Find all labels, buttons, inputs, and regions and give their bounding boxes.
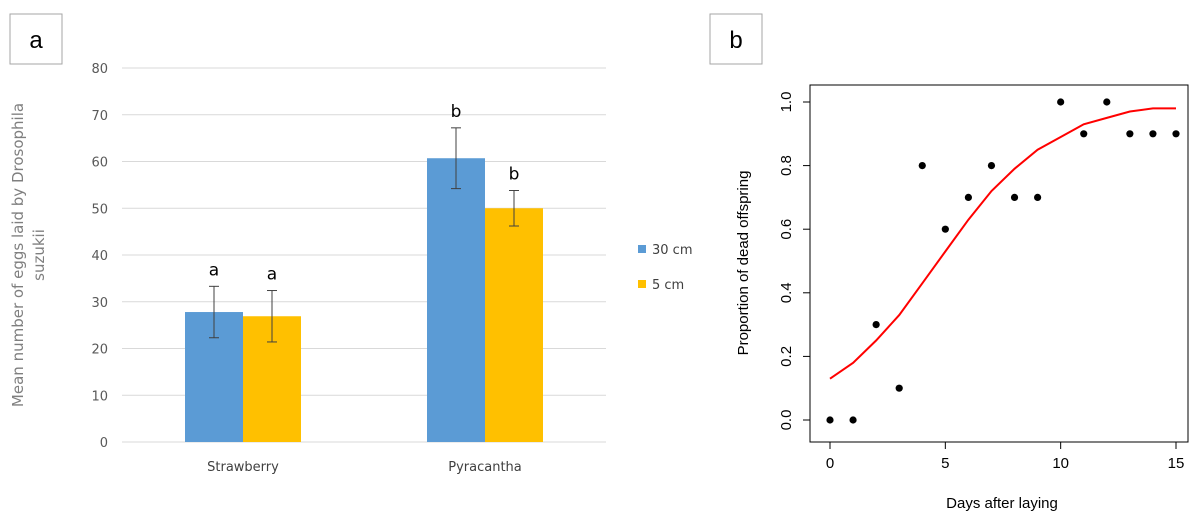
x-axis-title: Days after laying [946,495,1058,512]
y-tick-label: 0 [100,436,108,451]
significance-letter: b [509,164,520,184]
bar [427,158,485,443]
y-tick-label: 60 [91,156,108,171]
y-tick-label: 80 [91,62,108,77]
x-tick-label: 10 [1052,455,1069,472]
fitted-curve-line [829,107,1176,380]
y-tick-label: 70 [91,109,108,124]
data-point [1034,193,1042,201]
bars: a a b b [185,102,543,443]
bar-chart-a: 0 10 20 30 40 50 60 70 80 Mean number of eggs la… [9,62,693,475]
x-tick-label: 5 [941,455,949,472]
panel-b-label-box [709,13,763,65]
bar [485,208,543,442]
significance-letter: b [451,102,462,122]
y-tick-label: 40 [91,249,108,264]
data-point [1057,98,1065,106]
y-axis-title-line-2: suzukii [30,229,48,281]
fitted-curve [829,107,1176,380]
x-tick-label: 15 [1168,455,1185,472]
y-axis-title: Proportion of dead offspring [735,171,752,356]
y-tick-label: 0.8 [778,155,795,176]
data-point [1149,130,1157,138]
y-tick-label: 20 [91,343,108,358]
data-point [849,416,857,424]
panel-b-label: b [709,13,763,65]
x-tick-label: 0 [826,455,834,472]
y-tick-label: 0.6 [778,219,795,240]
y-axis-title-line-1: Mean number of eggs laid by Drosophila [9,103,27,407]
category-label: Strawberry [207,460,279,475]
y-axis-title: Mean number of eggs laid by Drosophila s… [9,103,48,407]
legend: 30 cm 5 cm [638,243,693,293]
y-tick-label: 50 [91,202,108,217]
category-labels: Strawberry Pyracantha [207,460,522,475]
data-points [826,98,1180,424]
legend-label: 5 cm [652,278,684,293]
data-point [895,384,903,392]
y-tick-label: 1.0 [778,92,795,113]
y-tick-label: 10 [91,389,108,404]
legend-swatch [638,245,646,253]
panel-b-letter: b [729,27,742,54]
data-point [1010,193,1019,201]
data-point [964,193,973,201]
panel-a-label-box [9,13,63,65]
y-tick-labels: 0 10 20 30 40 50 60 70 80 [91,62,108,451]
data-point [941,225,949,233]
legend-swatch [638,280,646,288]
legend-label: 30 cm [652,243,693,258]
y-tick-label: 0.0 [778,410,795,431]
data-point [1126,130,1134,138]
y-tick-label: 30 [91,296,108,311]
data-point [872,321,880,329]
panel-a-letter: a [29,27,43,54]
y-tick-label: 0.2 [778,346,795,367]
data-point [1172,130,1180,138]
x-axis: 0 5 10 15 [826,442,1185,472]
panel-a-label: a [9,13,63,65]
data-point [1103,98,1111,106]
significance-letter: a [267,265,277,285]
data-point [987,162,996,170]
data-point [826,416,834,424]
data-point [1080,130,1088,138]
plot-frame [809,84,1189,443]
data-point [918,162,926,170]
significance-letter: a [209,260,219,280]
scatter-chart-b: 0 5 10 15 0.0 0.2 0.4 0.6 0.8 1.0 Days after lay… [735,84,1189,512]
category-label: Pyracantha [448,460,522,475]
y-tick-label: 0.4 [778,282,795,303]
y-axis: 0.0 0.2 0.4 0.6 0.8 1.0 [778,92,810,431]
